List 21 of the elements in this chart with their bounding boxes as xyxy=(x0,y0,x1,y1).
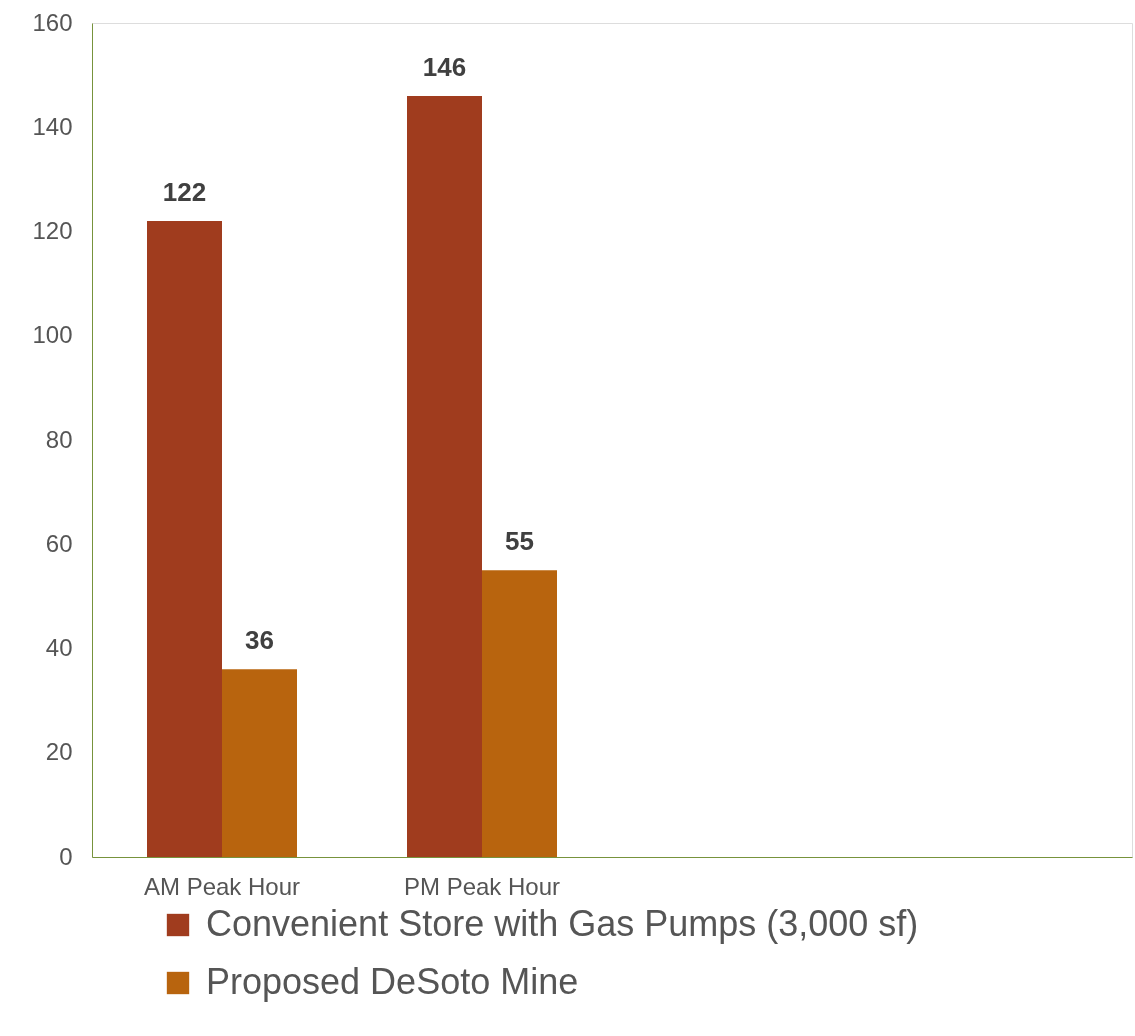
data-label: 146 xyxy=(422,51,467,82)
x-tick-label: AM Peak Hour xyxy=(143,872,301,900)
y-tick-label: 60 xyxy=(45,529,73,557)
y-tick-label: 160 xyxy=(32,8,73,36)
data-label: 55 xyxy=(505,526,534,557)
data-label: 36 xyxy=(245,625,274,656)
bar xyxy=(407,95,482,857)
y-tick-label: 40 xyxy=(45,634,73,661)
y-tick-label: 100 xyxy=(32,321,73,349)
bar xyxy=(482,570,557,857)
y-tick-label: 20 xyxy=(45,738,73,766)
data-label: 122 xyxy=(162,177,207,208)
y-tick-label: 80 xyxy=(45,425,73,453)
y-tick-label: 0 xyxy=(59,842,73,870)
y-tick-label: 120 xyxy=(32,217,73,244)
bar xyxy=(222,669,297,857)
y-tick-label: 140 xyxy=(32,112,73,140)
bar xyxy=(147,221,222,857)
legend-label: Convenient Store with Gas Pumps (3,000 sf) xyxy=(206,903,919,944)
x-tick-label: PM Peak Hour xyxy=(403,872,561,900)
legend-label: Proposed DeSoto Mine xyxy=(206,961,579,1002)
